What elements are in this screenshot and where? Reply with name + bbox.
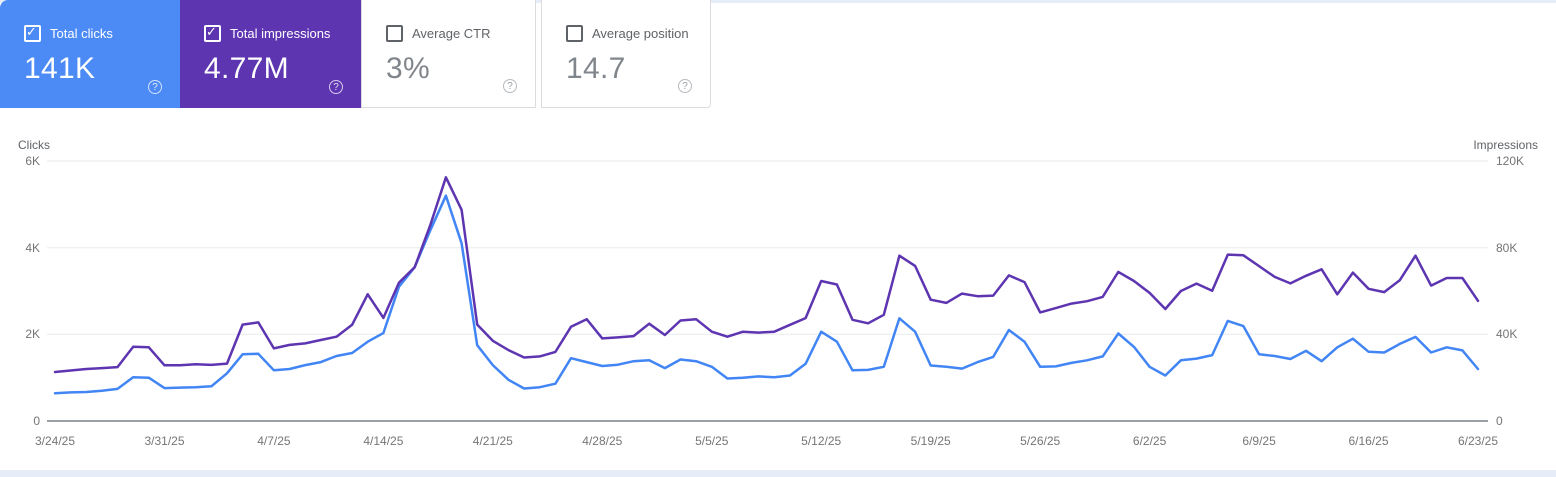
total-impressions-checkbox[interactable]: ✓ bbox=[204, 24, 221, 42]
x-tick-label: 6/16/25 bbox=[1348, 434, 1389, 448]
right-axis-title: Impressions bbox=[1473, 138, 1538, 152]
x-tick-label: 6/23/25 bbox=[1457, 434, 1499, 448]
y-tick-left: 2K bbox=[25, 327, 40, 341]
y-tick-left: 0 bbox=[33, 414, 40, 428]
x-tick-label: 3/31/25 bbox=[144, 434, 185, 448]
average-position-value: 14.7 bbox=[566, 52, 626, 85]
card-average-position[interactable]: Average position 14.7 ? bbox=[541, 0, 711, 108]
y-tick-right: 120K bbox=[1496, 154, 1525, 168]
card-total-impressions[interactable]: ✓ Total impressions 4.77M ? bbox=[180, 0, 361, 108]
average-position-checkbox[interactable] bbox=[566, 25, 583, 42]
y-tick-left: 4K bbox=[25, 241, 40, 255]
y-tick-right: 80K bbox=[1496, 241, 1518, 255]
card-label: Total impressions bbox=[230, 26, 331, 41]
card-total-clicks[interactable]: ✓ Total clicks 141K ? bbox=[0, 0, 180, 108]
x-tick-label: 4/7/25 bbox=[257, 434, 291, 448]
average-ctr-checkbox[interactable] bbox=[386, 25, 403, 42]
total-impressions-value: 4.77M bbox=[204, 52, 289, 85]
left-axis-title: Clicks bbox=[18, 138, 50, 152]
help-icon[interactable]: ? bbox=[148, 80, 162, 94]
x-tick-label: 4/14/25 bbox=[363, 434, 404, 448]
card-label: Average CTR bbox=[412, 26, 491, 41]
card-label: Total clicks bbox=[50, 26, 113, 41]
x-tick-label: 4/28/25 bbox=[582, 434, 623, 448]
x-tick-label: 5/19/25 bbox=[910, 434, 951, 448]
y-tick-right: 0 bbox=[1496, 414, 1503, 428]
card-label: Average position bbox=[592, 26, 689, 41]
series-line-clicks[interactable] bbox=[53, 194, 1480, 395]
average-ctr-value: 3% bbox=[386, 52, 430, 85]
help-icon[interactable]: ? bbox=[329, 80, 343, 94]
x-axis-labels: 3/24/25 3/31/25 4/7/25 4/14/25 4/21/25 4/28/2… bbox=[0, 434, 1556, 450]
help-icon[interactable]: ? bbox=[503, 79, 517, 93]
x-tick-label: 3/24/25 bbox=[34, 434, 76, 448]
x-tick-label: 5/26/25 bbox=[1020, 434, 1061, 448]
metric-cards: ✓ Total clicks 141K ? ✓ Total impression… bbox=[0, 0, 711, 108]
y-tick-left: 6K bbox=[25, 154, 40, 168]
x-tick-label: 6/2/25 bbox=[1132, 434, 1167, 448]
total-clicks-checkbox[interactable]: ✓ bbox=[24, 24, 41, 42]
x-tick-label: 4/21/25 bbox=[472, 434, 513, 448]
x-tick-label: 6/9/25 bbox=[1242, 434, 1276, 448]
x-tick-label: 5/12/25 bbox=[801, 434, 842, 448]
checkmark-icon: ✓ bbox=[206, 24, 217, 39]
series-line-impressions[interactable] bbox=[53, 176, 1480, 374]
card-average-ctr[interactable]: Average CTR 3% ? bbox=[361, 0, 536, 108]
x-tick-label: 5/5/25 bbox=[695, 434, 729, 448]
y-tick-right: 40K bbox=[1496, 327, 1518, 341]
help-icon[interactable]: ? bbox=[678, 79, 692, 93]
checkmark-icon: ✓ bbox=[26, 24, 37, 39]
total-clicks-value: 141K bbox=[24, 52, 96, 85]
